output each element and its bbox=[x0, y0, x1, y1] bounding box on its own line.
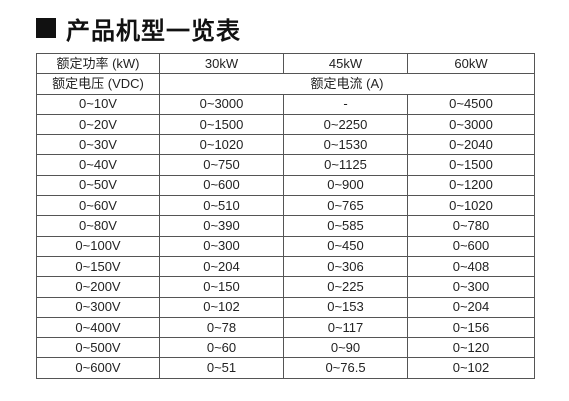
current-label-cell: 额定电流 (A) bbox=[159, 73, 535, 95]
current-60kw-cell: 0~204 bbox=[407, 296, 535, 318]
current-45kw-cell: 0~1125 bbox=[283, 154, 408, 176]
current-45kw-cell: 0~900 bbox=[283, 174, 408, 197]
current-60kw-cell: 0~1020 bbox=[407, 195, 535, 217]
table-row: 0~80V 0~390 0~585 0~780 bbox=[36, 215, 535, 237]
model-60kw-cell: 60kW bbox=[407, 52, 535, 75]
current-60kw-cell: 0~780 bbox=[407, 215, 535, 237]
table-row: 0~200V 0~150 0~225 0~300 bbox=[36, 276, 535, 298]
current-45kw-cell: 0~765 bbox=[283, 195, 408, 217]
current-60kw-cell: 0~408 bbox=[407, 255, 535, 278]
current-30kw-cell: 0~1500 bbox=[159, 113, 284, 136]
table-row: 0~30V 0~1020 0~1530 0~2040 bbox=[36, 134, 535, 156]
voltage-cell: 0~100V bbox=[36, 235, 160, 257]
voltage-cell: 0~60V bbox=[36, 195, 160, 217]
voltage-cell: 0~500V bbox=[36, 337, 160, 359]
current-30kw-cell: 0~750 bbox=[159, 154, 284, 176]
voltage-cell: 0~300V bbox=[36, 296, 160, 318]
current-60kw-cell: 0~3000 bbox=[407, 113, 535, 136]
current-45kw-cell: 0~90 bbox=[283, 337, 408, 359]
voltage-cell: 0~600V bbox=[36, 357, 160, 379]
product-model-table: 额定功率 (kW) 30kW 45kW 60kW 额定电压 (VDC) 额定电流… bbox=[36, 52, 535, 379]
current-30kw-cell: 0~204 bbox=[159, 255, 284, 278]
current-30kw-cell: 0~390 bbox=[159, 215, 284, 237]
current-45kw-cell: 0~225 bbox=[283, 276, 408, 298]
table-row: 0~500V 0~60 0~90 0~120 bbox=[36, 337, 535, 359]
voltage-cell: 0~40V bbox=[36, 154, 160, 176]
current-45kw-cell: 0~1530 bbox=[283, 134, 408, 156]
header-row-power: 额定功率 (kW) 30kW 45kW 60kW bbox=[36, 52, 535, 75]
current-60kw-cell: 0~600 bbox=[407, 235, 535, 257]
model-45kw-cell: 45kW bbox=[283, 52, 408, 75]
page-heading: 产品机型一览表 bbox=[36, 10, 241, 46]
table-row: 0~100V 0~300 0~450 0~600 bbox=[36, 235, 535, 257]
current-45kw-cell: - bbox=[283, 93, 408, 115]
table-row: 0~150V 0~204 0~306 0~408 bbox=[36, 255, 535, 278]
table-row: 0~300V 0~102 0~153 0~204 bbox=[36, 296, 535, 318]
power-label-cell: 额定功率 (kW) bbox=[36, 52, 160, 75]
current-30kw-cell: 0~510 bbox=[159, 195, 284, 217]
voltage-cell: 0~80V bbox=[36, 215, 160, 237]
current-45kw-cell: 0~450 bbox=[283, 235, 408, 257]
current-30kw-cell: 0~1020 bbox=[159, 134, 284, 156]
table-body: 额定功率 (kW) 30kW 45kW 60kW 额定电压 (VDC) 额定电流… bbox=[36, 52, 535, 379]
page-title: 产品机型一览表 bbox=[66, 16, 241, 45]
table-row: 0~10V 0~3000-0~4500 bbox=[36, 93, 535, 115]
black-square-icon bbox=[36, 18, 56, 38]
current-45kw-cell: 0~117 bbox=[283, 316, 408, 339]
table-row: 0~60V 0~510 0~765 0~1020 bbox=[36, 195, 535, 217]
current-60kw-cell: 0~1500 bbox=[407, 154, 535, 176]
table-row: 0~20V 0~1500 0~2250 0~3000 bbox=[36, 113, 535, 136]
current-30kw-cell: 0~102 bbox=[159, 296, 284, 318]
current-30kw-cell: 0~60 bbox=[159, 337, 284, 359]
voltage-label-cell: 额定电压 (VDC) bbox=[36, 73, 160, 95]
current-30kw-cell: 0~300 bbox=[159, 235, 284, 257]
table-row: 0~50V 0~600 0~900 0~1200 bbox=[36, 174, 535, 197]
current-45kw-cell: 0~306 bbox=[283, 255, 408, 278]
current-30kw-cell: 0~78 bbox=[159, 316, 284, 339]
current-45kw-cell: 0~76.5 bbox=[283, 357, 408, 379]
current-60kw-cell: 0~1200 bbox=[407, 174, 535, 197]
current-45kw-cell: 0~585 bbox=[283, 215, 408, 237]
current-30kw-cell: 0~3000 bbox=[159, 93, 284, 115]
current-30kw-cell: 0~600 bbox=[159, 174, 284, 197]
current-60kw-cell: 0~102 bbox=[407, 357, 535, 379]
table-row: 0~40V 0~750 0~1125 0~1500 bbox=[36, 154, 535, 176]
current-45kw-cell: 0~153 bbox=[283, 296, 408, 318]
voltage-cell: 0~20V bbox=[36, 113, 160, 136]
voltage-cell: 0~400V bbox=[36, 316, 160, 339]
voltage-cell: 0~30V bbox=[36, 134, 160, 156]
current-60kw-cell: 0~2040 bbox=[407, 134, 535, 156]
voltage-cell: 0~200V bbox=[36, 276, 160, 298]
current-30kw-cell: 0~150 bbox=[159, 276, 284, 298]
current-45kw-cell: 0~2250 bbox=[283, 113, 408, 136]
voltage-cell: 0~50V bbox=[36, 174, 160, 197]
current-60kw-cell: 0~120 bbox=[407, 337, 535, 359]
header-row-units: 额定电压 (VDC) 额定电流 (A) bbox=[36, 73, 535, 95]
voltage-cell: 0~10V bbox=[36, 93, 160, 115]
table-row: 0~400V 0~78 0~117 0~156 bbox=[36, 316, 535, 339]
current-60kw-cell: 0~156 bbox=[407, 316, 535, 339]
current-60kw-cell: 0~4500 bbox=[407, 93, 535, 115]
table-row: 0~600V 0~51 0~76.5 0~102 bbox=[36, 357, 535, 379]
current-30kw-cell: 0~51 bbox=[159, 357, 284, 379]
voltage-cell: 0~150V bbox=[36, 255, 160, 278]
model-30kw-cell: 30kW bbox=[159, 52, 284, 75]
current-60kw-cell: 0~300 bbox=[407, 276, 535, 298]
